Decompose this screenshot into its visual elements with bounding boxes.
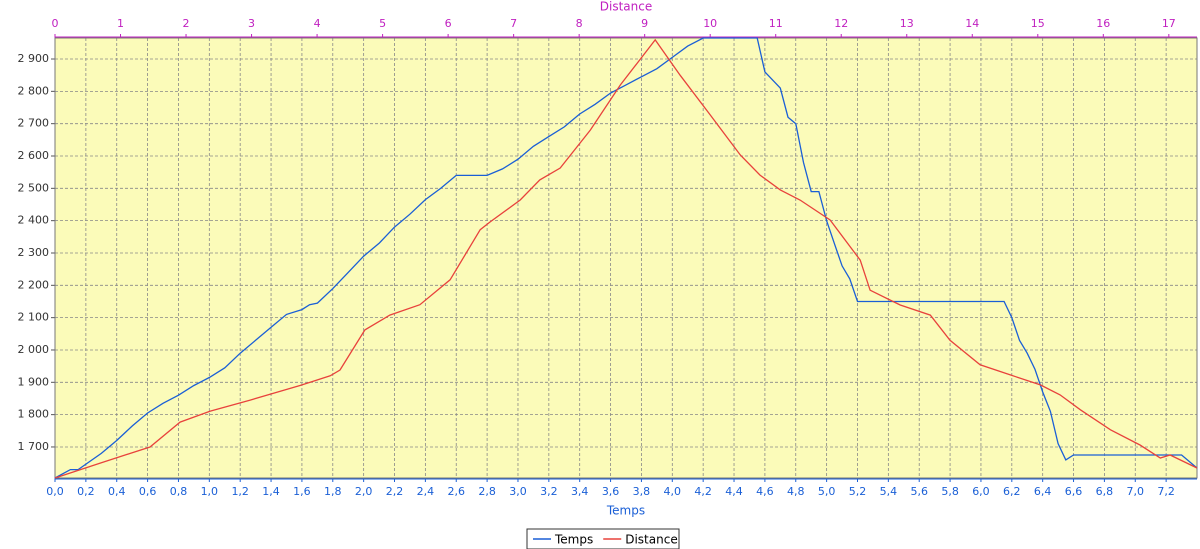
y-tick-label: 2 800 <box>18 84 50 97</box>
x-tick-label: 0,2 <box>77 485 95 498</box>
y-tick-label: 1 800 <box>18 408 50 421</box>
x-tick-label: 3,4 <box>571 485 589 498</box>
plot-background <box>55 38 1197 478</box>
x-tick-label: 4,4 <box>725 485 743 498</box>
x2-tick-label: 9 <box>641 17 648 30</box>
series-line <box>54 38 1198 479</box>
x-tick-label: 3,8 <box>633 485 651 498</box>
x-tick-label: 4,6 <box>756 485 774 498</box>
x-tick-label: 1,8 <box>324 485 342 498</box>
x-tick-label: 2,8 <box>478 485 496 498</box>
y-tick-label: 2 400 <box>18 214 50 227</box>
x-tick-label: 1,4 <box>262 485 280 498</box>
legend-box <box>526 528 680 549</box>
y-tick-label: 2 000 <box>18 343 50 356</box>
y-tick-label: 2 200 <box>18 278 50 291</box>
y-tick-label: 2 700 <box>18 117 50 130</box>
x-tick-label: 6,0 <box>972 485 990 498</box>
x-tick-label: 1,6 <box>293 485 311 498</box>
legend-label: Temps <box>554 533 593 547</box>
x2-tick-label: 5 <box>379 17 386 30</box>
x-tick-label: 3,6 <box>602 485 620 498</box>
x-tick-label: 2,4 <box>417 485 435 498</box>
x2-tick-label: 10 <box>703 17 717 30</box>
x-tick-label: 6,6 <box>1065 485 1083 498</box>
x2-tick-label: 15 <box>1031 17 1045 30</box>
x-axis-title: Temps <box>606 504 645 518</box>
x2-tick-label: 8 <box>576 17 583 30</box>
x2-tick-label: 7 <box>510 17 517 30</box>
x-tick-label: 2,2 <box>386 485 404 498</box>
x2-tick-label: 3 <box>248 17 255 30</box>
x-tick-label: 3,2 <box>540 485 558 498</box>
x2-tick-label: 1 <box>117 17 124 30</box>
x-tick-label: 4,2 <box>694 485 712 498</box>
x-tick-label: 5,0 <box>818 485 836 498</box>
x2-tick-label: 17 <box>1162 17 1176 30</box>
y-tick-label: 2 500 <box>18 181 50 194</box>
x-tick-label: 3,0 <box>509 485 527 498</box>
x-tick-label: 5,2 <box>849 485 867 498</box>
plot-frame <box>54 37 1198 479</box>
x2-tick-label: 6 <box>445 17 452 30</box>
x2-tick-label: 13 <box>900 17 914 30</box>
x-tick-label: 5,4 <box>880 485 898 498</box>
x-tick-label: 0,4 <box>108 485 126 498</box>
x2-tick-label: 4 <box>314 17 321 30</box>
series-line <box>54 37 1198 479</box>
x-tick-label: 7,2 <box>1157 485 1175 498</box>
y-tick-label: 1 700 <box>18 440 50 453</box>
x-tick-label: 5,6 <box>910 485 928 498</box>
x-tick-label: 2,6 <box>447 485 465 498</box>
y-tick-label: 2 600 <box>18 149 50 162</box>
x-tick-label: 0,6 <box>139 485 157 498</box>
legend-label: Distance <box>625 533 677 547</box>
x-tick-label: 2,0 <box>355 485 373 498</box>
x2-tick-label: 14 <box>965 17 979 30</box>
x2-tick-label: 2 <box>183 17 190 30</box>
x-tick-label: 0,8 <box>170 485 188 498</box>
y-tick-label: 2 300 <box>18 246 50 259</box>
x-tick-label: 6,4 <box>1034 485 1052 498</box>
y-tick-label: 2 900 <box>18 52 50 65</box>
x2-tick-label: 16 <box>1096 17 1110 30</box>
x2-tick-label: 12 <box>834 17 848 30</box>
x-tick-label: 6,2 <box>1003 485 1021 498</box>
x-tick-label: 4,8 <box>787 485 805 498</box>
y-tick-label: 2 100 <box>18 311 50 324</box>
x-tick-label: 6,8 <box>1096 485 1114 498</box>
y-tick-label: 1 900 <box>18 375 50 388</box>
x-tick-label: 5,8 <box>941 485 959 498</box>
x-tick-label: 7,0 <box>1127 485 1145 498</box>
x2-tick-label: 11 <box>769 17 783 30</box>
x-tick-label: 4,0 <box>664 485 682 498</box>
x-tick-label: 1,2 <box>231 485 249 498</box>
x-tick-label: 0,0 <box>46 485 64 498</box>
x2-tick-label: 0 <box>52 17 59 30</box>
x-tick-label: 1,0 <box>201 485 219 498</box>
x2-axis-title: Distance <box>600 0 652 14</box>
